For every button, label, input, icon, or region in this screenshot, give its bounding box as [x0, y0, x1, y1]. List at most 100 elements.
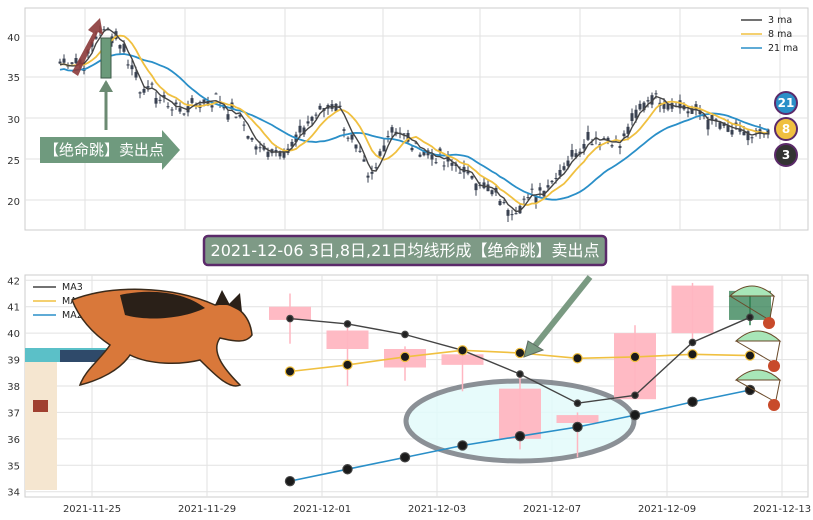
ma-badges: 21 8 3	[774, 91, 798, 167]
top-candle	[138, 92, 142, 94]
top-candle	[710, 115, 714, 121]
top-candle	[206, 100, 210, 106]
bottom-x-tick: 2021-12-13	[753, 504, 811, 515]
ma-point-ma21	[457, 440, 468, 451]
ma-point-ma8	[744, 350, 756, 361]
top-candle	[58, 61, 62, 64]
sell-point-callout: 【绝命跳】卖出点	[40, 130, 180, 170]
top-candle	[258, 147, 262, 149]
top-candle	[490, 190, 494, 195]
top-candle	[718, 122, 722, 129]
top-candle	[158, 99, 162, 101]
top-candle	[250, 138, 254, 140]
top-candle	[290, 141, 294, 147]
ma-point-ma8	[399, 351, 411, 363]
parachute-string	[729, 295, 767, 319]
top-candle	[630, 113, 634, 122]
title-banner-box	[202, 234, 608, 267]
top-candle	[314, 114, 318, 116]
bottom-x-tick: 2021-12-03	[408, 504, 466, 515]
top-candle	[618, 146, 622, 148]
bottom-y-tick: 38	[7, 382, 20, 393]
top-candle	[106, 29, 110, 31]
highlight-candle-box	[100, 37, 112, 79]
top-candle	[462, 166, 466, 173]
top-candle	[154, 97, 158, 104]
top-candle	[238, 114, 242, 117]
top-candle	[354, 144, 358, 149]
badge-3	[774, 143, 798, 167]
ma-point-ma8	[284, 366, 296, 377]
parachute-string	[735, 340, 773, 363]
top-candle	[346, 137, 350, 139]
bottom-y-tick: 42	[7, 276, 20, 287]
top-candle	[342, 129, 346, 131]
ma-point-ma8	[514, 347, 526, 359]
badge-21	[774, 91, 798, 115]
top-candle	[406, 133, 410, 142]
top-candle	[318, 105, 322, 110]
legend-label-3ma: 3 ma	[768, 15, 792, 26]
top-candle	[522, 198, 526, 200]
top-candle	[374, 167, 378, 169]
ma-point-ma3	[688, 338, 697, 347]
top-ma3-line	[59, 27, 769, 213]
top-candle	[310, 116, 314, 121]
top-candle	[362, 159, 366, 162]
top-candle	[102, 29, 106, 31]
ma-point-ma3	[401, 330, 409, 339]
top-candle	[602, 138, 606, 140]
top-candle	[122, 43, 126, 52]
top-candle	[586, 131, 590, 140]
ma-point-ma8	[687, 349, 698, 360]
ma-point-ma3	[746, 313, 754, 322]
top-candle	[350, 134, 354, 140]
top-candle	[742, 131, 746, 136]
top-candle	[378, 151, 382, 156]
top-candle	[134, 72, 138, 78]
parachute-jumper-icon	[768, 399, 780, 411]
top-candle	[70, 62, 74, 64]
dog-saddle	[120, 291, 205, 319]
parachute-string	[735, 379, 773, 401]
top-candle	[654, 93, 658, 95]
legend-label-21ma: 21 ma	[768, 43, 798, 54]
top-y-tick: 25	[7, 156, 20, 167]
top-candle	[642, 102, 646, 111]
parachute-icon	[734, 369, 782, 381]
bottom-y-tick: 35	[7, 461, 20, 472]
top-candle	[566, 160, 570, 166]
bottom-ma-points	[284, 313, 756, 487]
top-candle	[530, 188, 534, 190]
bottom-y-tick: 34	[7, 488, 20, 499]
top-candle	[734, 122, 738, 125]
top-candle	[266, 151, 270, 157]
sell-point-marker	[72, 18, 113, 130]
top-candle	[150, 83, 154, 85]
bottom-x-tick: 2021-11-25	[63, 504, 121, 515]
top-y-tick: 30	[7, 115, 20, 126]
parachute-icon	[734, 330, 782, 342]
ma-point-ma3	[516, 370, 524, 378]
ma-point-ma21	[284, 475, 296, 487]
top-candle	[506, 210, 510, 216]
bottom-y-tick: 41	[7, 303, 20, 314]
top-candle	[638, 103, 642, 110]
candle-body	[556, 415, 599, 423]
candle-body	[499, 388, 541, 439]
top-candle	[738, 128, 742, 132]
top-candle	[706, 119, 710, 130]
top-candle	[338, 105, 342, 107]
candle-body	[441, 354, 484, 365]
top-candle	[118, 45, 122, 49]
top-candle	[502, 202, 506, 204]
top-y-tick: 40	[7, 33, 20, 44]
top-candle	[526, 197, 530, 199]
top-candle	[678, 100, 682, 109]
diagonal-pointer	[523, 275, 593, 358]
parachute-icon	[728, 285, 776, 297]
bottom-y-tick: 37	[7, 408, 20, 419]
top-candle	[766, 129, 770, 135]
parachute-jumper-icon	[768, 360, 780, 372]
